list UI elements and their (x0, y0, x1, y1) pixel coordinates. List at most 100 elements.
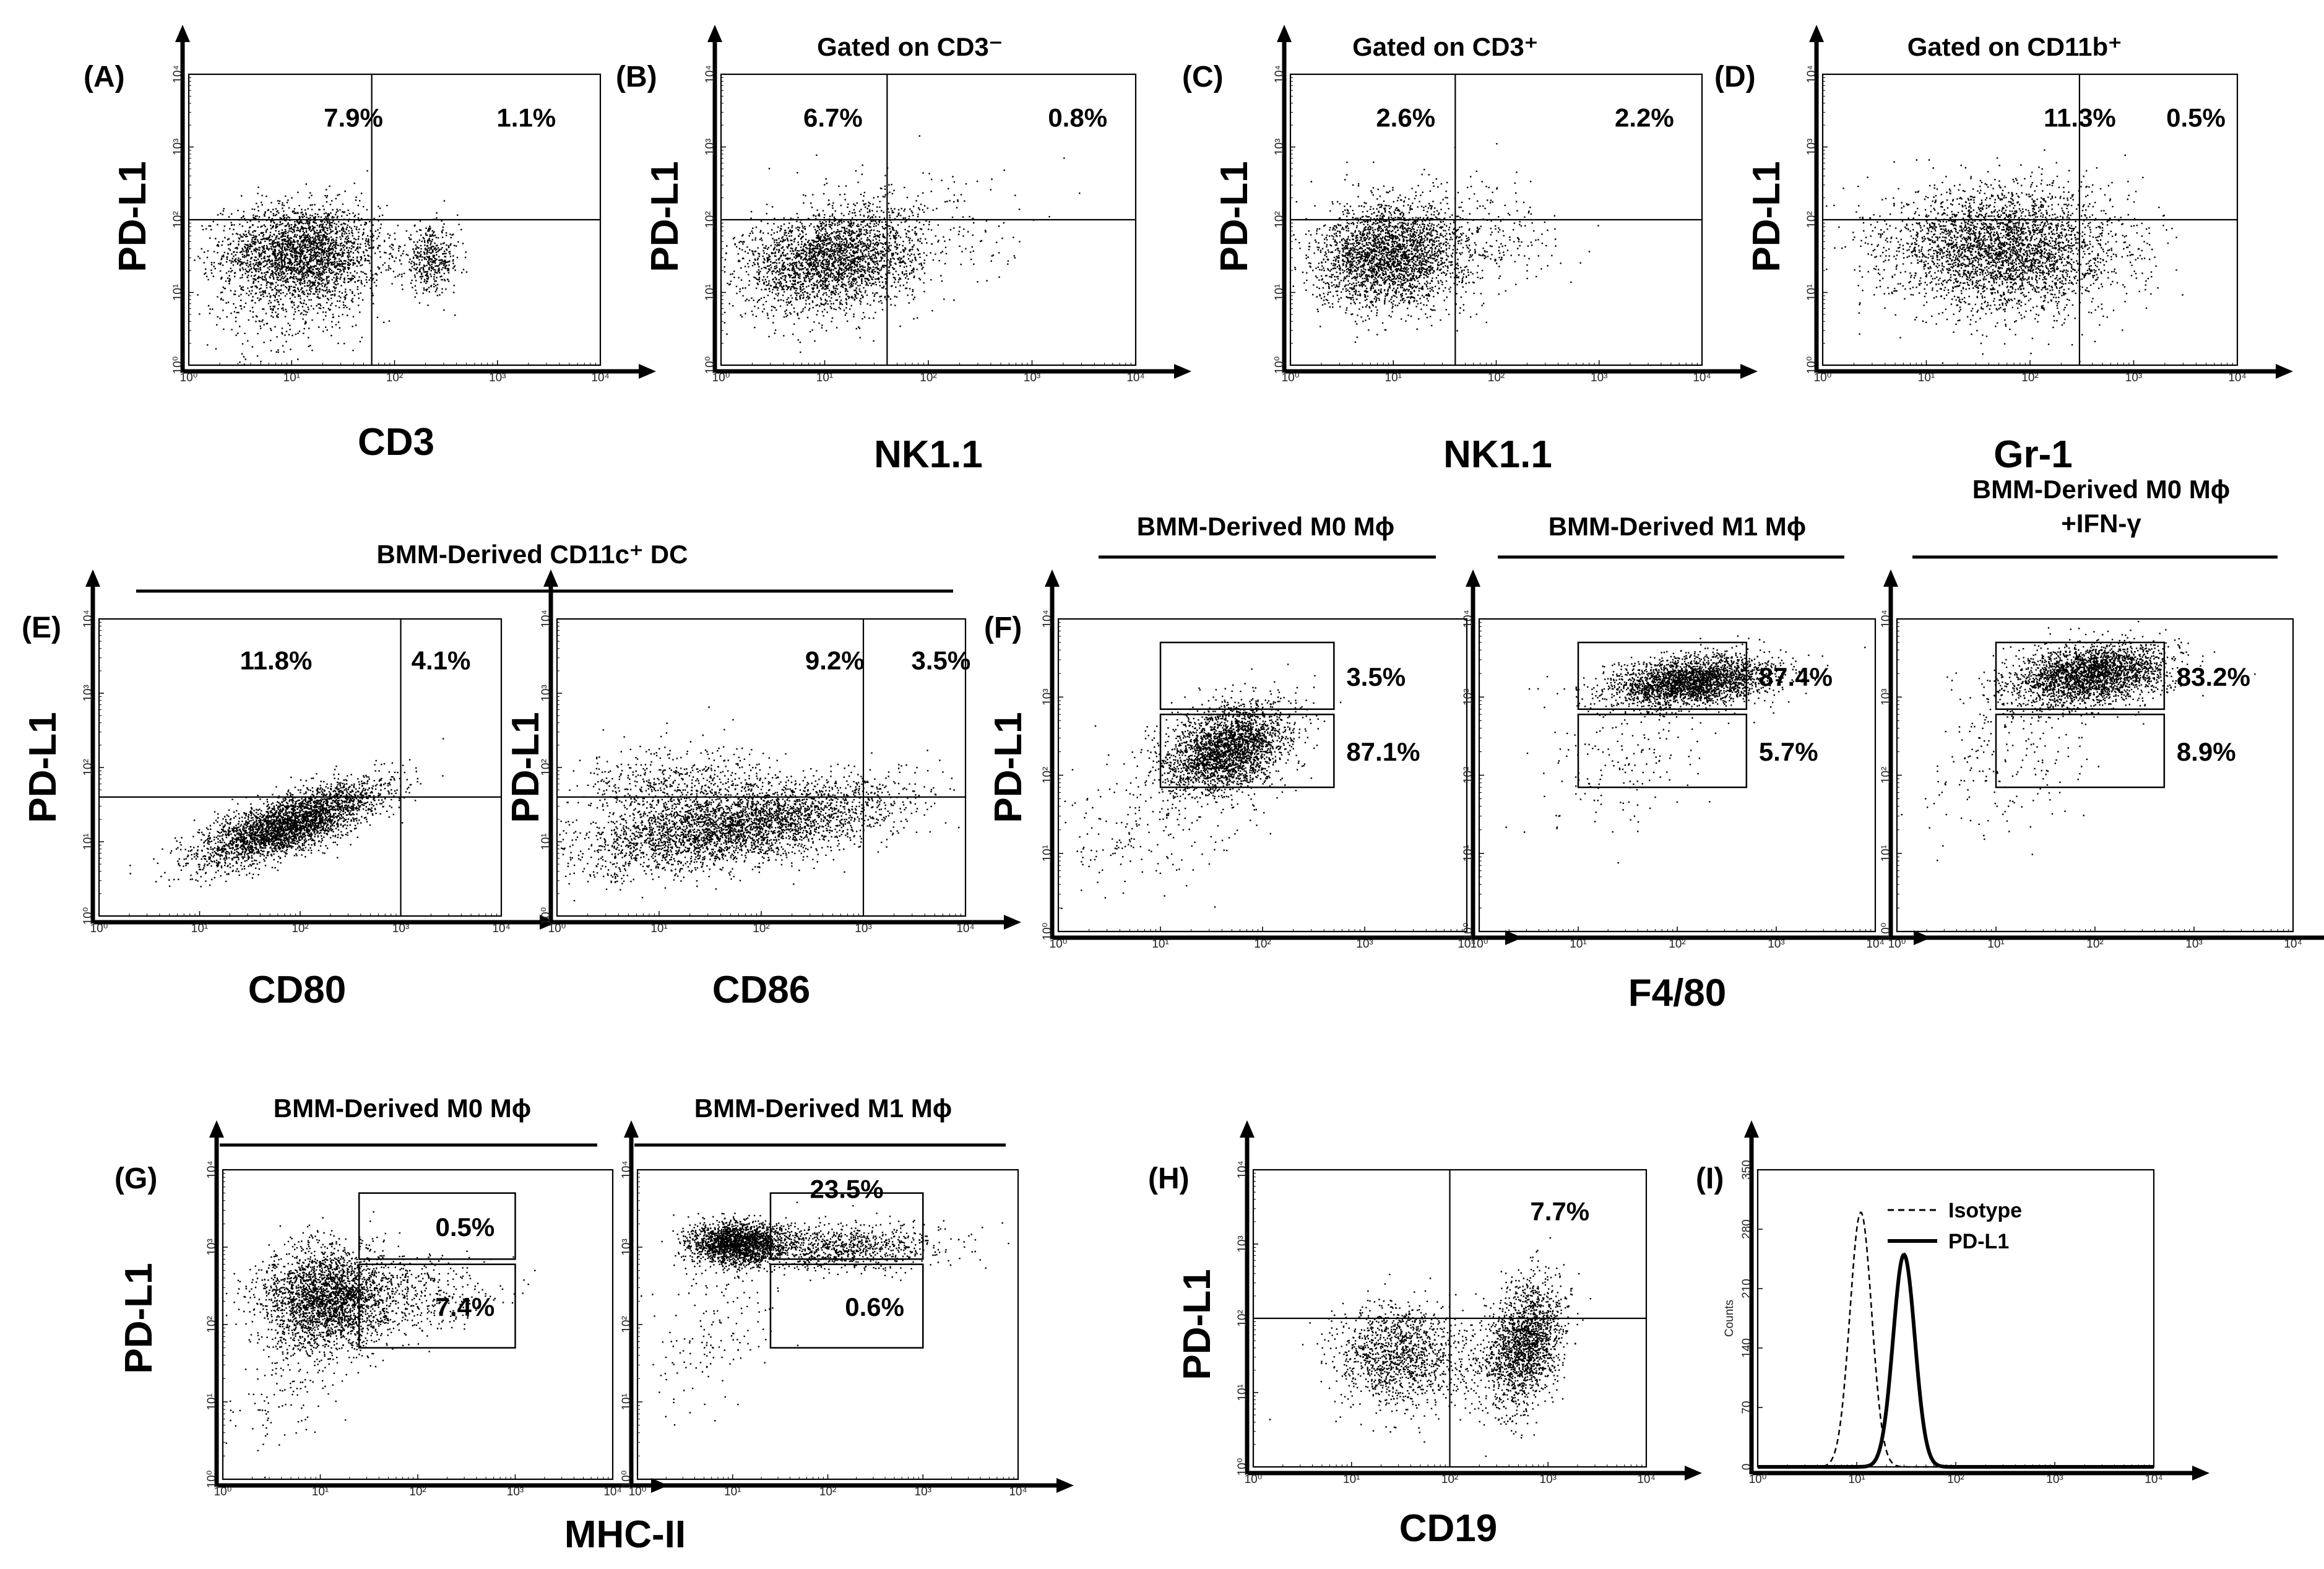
y-tick-label: 210 (1740, 1279, 1753, 1299)
y-axis-arrow (1744, 1120, 1759, 1138)
y-tick-label: 10¹ (704, 284, 717, 301)
y-tick-label: 10³ (1041, 689, 1054, 706)
event-dots (1269, 1237, 1591, 1457)
x-tick-label: 10¹ (650, 922, 667, 935)
y-tick-label: 10⁰ (205, 1471, 218, 1489)
y-tick-label: 10² (82, 759, 95, 776)
y-tick-label: 10² (1273, 211, 1286, 228)
panel-f3: 10⁰ 10¹ 10² 10³ 10⁴ 10⁰ 10¹ 10² 10³ 10⁴ 83.2% 8.9% (1880, 569, 2324, 951)
y-tick-label: 10³ (704, 139, 717, 155)
x-tick-label: 10³ (1356, 938, 1373, 951)
y-axis-arrow (1809, 25, 1824, 42)
panel-label: (A) (84, 61, 125, 93)
header-g1: BMM-Derived M0 Mϕ (274, 1094, 532, 1123)
x-axis-arrow (2276, 364, 2293, 379)
y-tick-label: 10² (620, 1316, 633, 1333)
y-tick-label: 10⁰ (1880, 923, 1893, 941)
y-axis-arrow (1466, 569, 1480, 587)
y-tick-label: 10⁰ (82, 907, 95, 925)
y-tick-label: 10¹ (1880, 845, 1893, 862)
x-tick-label: 10² (1488, 371, 1505, 384)
x-axis-arrow (1174, 364, 1191, 379)
quadrant-percentage: 1.1% (496, 103, 556, 132)
x-tick-label: 10² (1669, 938, 1685, 951)
event-dots (129, 738, 444, 888)
y-tick-label: 10¹ (1805, 284, 1818, 301)
y-tick-label: 10⁰ (1273, 357, 1286, 374)
gate-box (1577, 641, 1748, 711)
quadrant-percentage: 0.5% (2166, 103, 2226, 132)
y-tick-label: 10⁴ (1462, 610, 1475, 628)
event-dots (1826, 149, 2184, 364)
event-dots (225, 1211, 536, 1479)
x-axis-label: NK1.1 (874, 433, 983, 476)
x-tick-label: 10⁰ (712, 371, 730, 384)
y-tick-label: 10² (1041, 767, 1054, 784)
y-tick-label: 10³ (540, 685, 553, 701)
y-tick-label: 10⁴ (82, 610, 95, 628)
histogram-pd-l1 (1758, 1252, 2154, 1469)
x-tick-label: 10⁰ (1814, 371, 1832, 384)
gate-box (769, 1192, 924, 1260)
x-axis-label: Gr-1 (1994, 433, 2072, 476)
y-tick-label: 10³ (1462, 689, 1475, 706)
x-tick-label: 10⁴ (2228, 371, 2246, 384)
y-tick-label: 10³ (205, 1238, 218, 1255)
y-tick-label: 10² (1880, 767, 1893, 784)
y-tick-label: 10⁴ (1880, 610, 1893, 628)
event-dots (1505, 635, 1866, 864)
x-axis-label-f: F4/80 (1628, 972, 1727, 1014)
y-tick-label: 10¹ (205, 1393, 218, 1410)
x-tick-label: 10¹ (1918, 371, 1935, 384)
y-axis-label: PD-L1 (1176, 1269, 1219, 1380)
panel-label: (E) (22, 612, 61, 644)
y-tick-label: 10¹ (1236, 1384, 1249, 1401)
x-axis-label: CD19 (1399, 1507, 1498, 1550)
x-tick-label: 10² (920, 371, 936, 384)
y-axis-label: PD-L1 (1213, 161, 1256, 272)
y-axis-arrow (85, 569, 100, 587)
x-tick-label: 10² (1441, 1473, 1458, 1486)
x-tick-label: 10¹ (1343, 1473, 1360, 1486)
header-g2: BMM-Derived M1 Mϕ (694, 1094, 952, 1123)
quadrant-percentage: 2.2% (1615, 103, 1674, 132)
y-axis-label: PD-L1 (118, 1263, 160, 1373)
y-tick-label: 10¹ (1462, 845, 1475, 862)
x-tick-label: 10³ (1024, 371, 1040, 384)
x-tick-label: 10³ (855, 922, 871, 935)
x-tick-label: 10² (1947, 1473, 1964, 1486)
x-axis-label-g: MHC-II (564, 1513, 686, 1556)
x-tick-label: 10¹ (816, 371, 833, 384)
x-tick-label: 10¹ (312, 1485, 329, 1498)
y-axis-label: Counts (1723, 1300, 1736, 1337)
plot-frame (222, 1169, 614, 1480)
x-tick-label: 10³ (2185, 938, 2202, 951)
x-tick-label: 10³ (1768, 938, 1784, 951)
y-tick-label: 10¹ (620, 1393, 633, 1410)
panel-label: (G) (114, 1162, 157, 1195)
y-axis-arrow (1883, 569, 1898, 587)
gate-percentage: 87.1% (1346, 737, 1420, 766)
gate-percentage: 83.2% (2177, 662, 2250, 691)
x-tick-label: 10¹ (1570, 938, 1586, 951)
x-tick-label: 10⁴ (492, 922, 510, 935)
y-tick-label: 10⁰ (704, 357, 717, 374)
x-tick-label: 10³ (392, 922, 409, 935)
quadrant-percentage: 11.3% (2044, 103, 2116, 132)
y-tick-label: 350 (1740, 1160, 1753, 1180)
quadrant-percentage: 7.9% (324, 103, 383, 132)
x-axis-arrow (540, 915, 557, 930)
y-tick-label: 10¹ (1041, 845, 1054, 862)
panel-g2: 10⁰ 10¹ 10² 10³ 10⁴ 10⁰ 10¹ 10² 10³ 10⁴ 23.5% 0.6% (620, 1120, 1074, 1498)
header-d: Gated on CD11b⁺ (1907, 32, 2122, 61)
y-tick-label: 10² (205, 1316, 218, 1333)
y-tick-label: 10⁰ (171, 357, 184, 374)
y-axis-arrow (543, 569, 558, 587)
x-axis-label: NK1.1 (1443, 433, 1552, 476)
x-tick-label: 10³ (2046, 1473, 2063, 1486)
y-tick-label: 10² (1236, 1310, 1249, 1326)
x-tick-label: 10⁴ (591, 371, 609, 384)
header-c: Gated on CD3⁺ (1352, 32, 1538, 61)
